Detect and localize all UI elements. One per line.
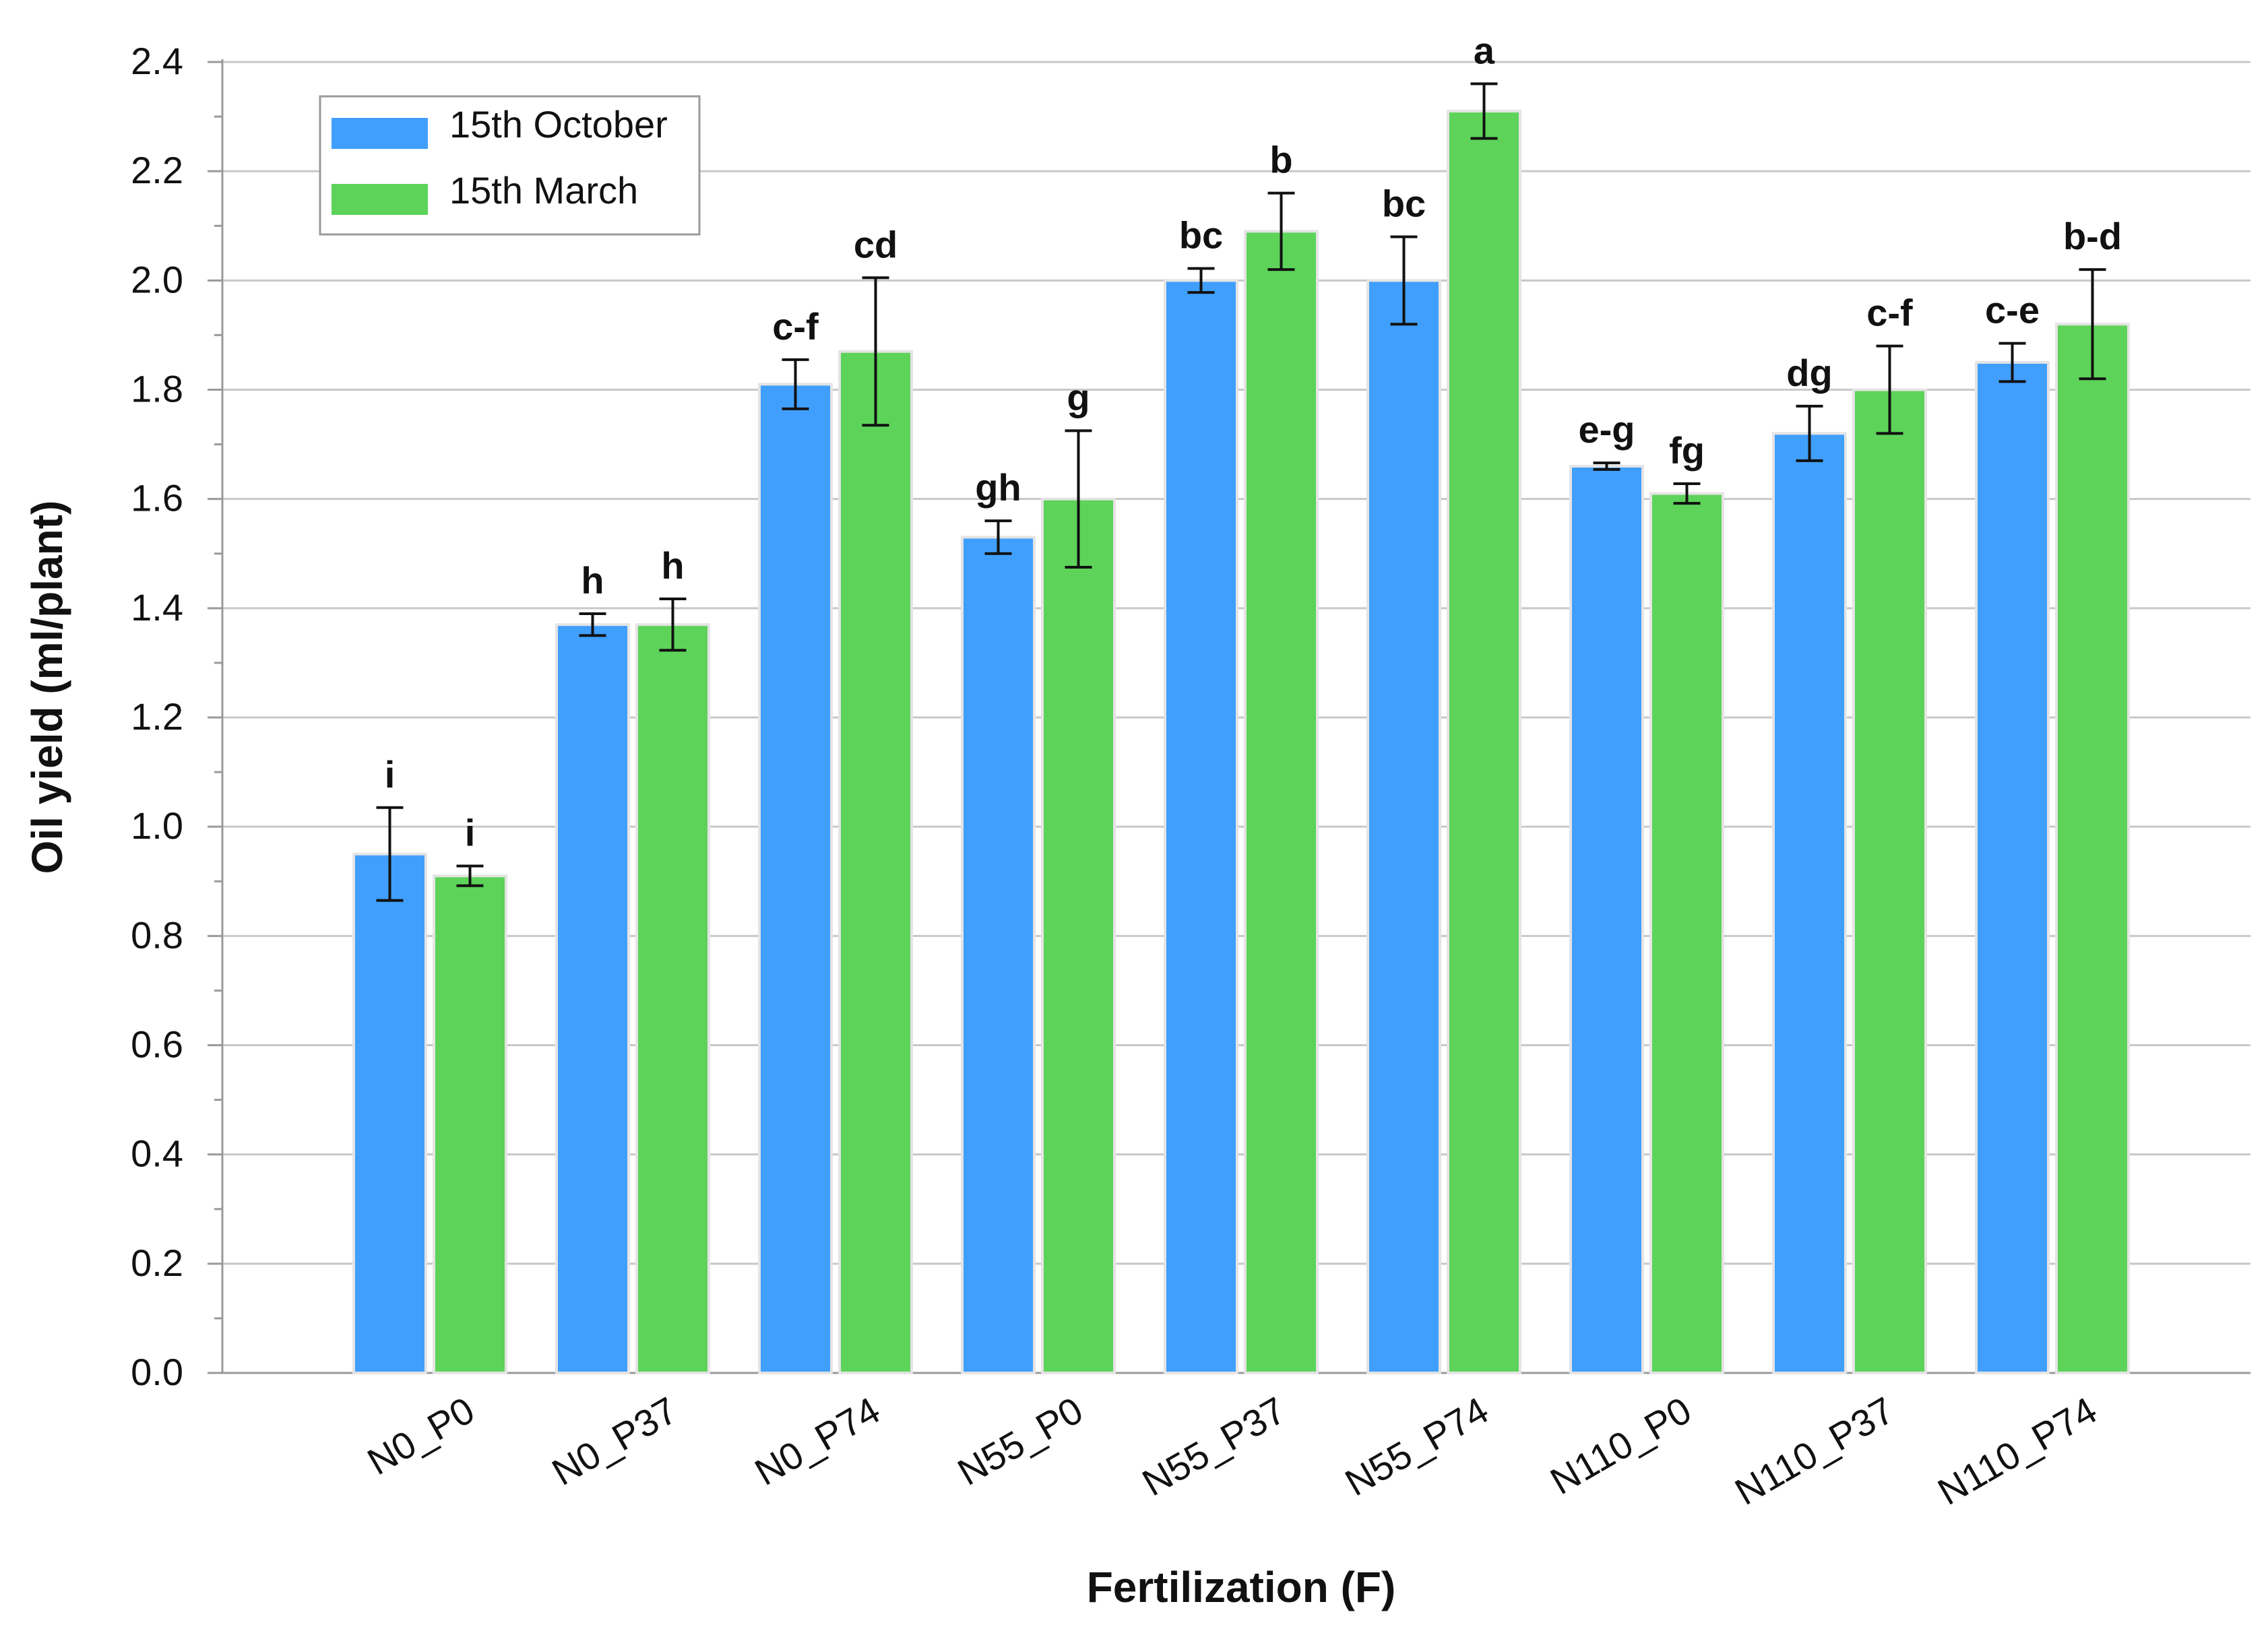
x-tick-label-N0_P0: N0_P0 <box>360 1388 482 1483</box>
x-axis-title: Fertilization (F) <box>1087 1563 1396 1611</box>
significance-letter: gh <box>975 466 1021 509</box>
bar-N0_P74-october <box>758 383 833 1374</box>
y-tick-label: 0.8 <box>131 913 183 956</box>
bar-N110_P74-october <box>1975 360 2050 1374</box>
significance-letter: c-e <box>1985 289 2040 331</box>
bar-N55_P0-october <box>961 536 1036 1374</box>
x-tick-label-N110_P37: N110_P37 <box>1728 1388 1901 1513</box>
bar-N110_P0-october <box>1569 465 1644 1374</box>
bar-N0_P74-march <box>838 350 913 1374</box>
y-tick-label: 2.0 <box>131 258 183 300</box>
significance-letter: i <box>465 812 476 854</box>
bar-N0_P37-october <box>555 623 630 1374</box>
bar-N55_P74-march <box>1447 109 1521 1375</box>
legend-label-march: 15th March <box>449 169 638 212</box>
y-tick-label: 1.2 <box>131 695 183 738</box>
y-tick-label: 2.2 <box>131 149 183 191</box>
bar-N55_P0-march <box>1041 497 1116 1375</box>
x-tick-label-N0_P37: N0_P37 <box>545 1388 685 1494</box>
significance-letter: i <box>385 753 396 796</box>
x-tick-label-N55_P0: N55_P0 <box>951 1388 1090 1494</box>
legend-label-october: 15th October <box>449 103 668 146</box>
significance-letter: b <box>1269 139 1292 181</box>
bar-N55_P74-october <box>1366 279 1441 1374</box>
y-tick-label: 0.0 <box>131 1351 183 1393</box>
bar-N55_P37-march <box>1244 230 1319 1375</box>
bar-N55_P37-october <box>1164 279 1238 1374</box>
x-tick-label-N0_P74: N0_P74 <box>748 1388 887 1494</box>
legend: 15th October 15th March <box>319 95 701 236</box>
significance-letter: fg <box>1669 429 1705 472</box>
bar-N110_P37-october <box>1772 432 1847 1374</box>
bars <box>352 109 2130 1375</box>
bar-N110_P37-march <box>1852 388 1927 1374</box>
legend-swatch-october <box>332 118 428 149</box>
y-tick-label: 2.4 <box>131 40 183 82</box>
significance-letter: g <box>1067 376 1090 418</box>
x-tick-label-N55_P37: N55_P37 <box>1135 1388 1293 1504</box>
significance-letter: cd <box>854 223 897 265</box>
y-tick-label: 1.6 <box>131 477 183 519</box>
x-tick-label-N55_P74: N55_P74 <box>1338 1388 1496 1504</box>
y-tick-label: 0.2 <box>131 1242 183 1284</box>
y-tick-label: 0.6 <box>131 1023 183 1066</box>
significance-letter: dg <box>1786 352 1832 394</box>
bar-N110_P74-march <box>2055 323 2130 1375</box>
significance-letter: b-d <box>2063 215 2122 257</box>
significance-letter: h <box>661 544 684 587</box>
significance-letter: bc <box>1382 182 1426 224</box>
y-tick-label: 0.4 <box>131 1132 183 1175</box>
significance-letter: c-f <box>1866 292 1913 334</box>
bar-N0_P0-march <box>433 874 507 1375</box>
x-tick-label-N110_P0: N110_P0 <box>1543 1388 1698 1502</box>
bar-N0_P0-october <box>352 852 427 1375</box>
y-tick-label: 1.4 <box>131 586 183 629</box>
x-tick-label-N110_P74: N110_P74 <box>1930 1388 2104 1513</box>
y-axis-title: Oil yield (ml/plant) <box>23 501 71 874</box>
y-tick-label: 1.8 <box>131 368 183 410</box>
error-bars <box>376 82 2106 902</box>
significance-letter: h <box>581 559 604 602</box>
significance-letter: c-f <box>772 305 819 348</box>
significance-letter: e-g <box>1579 408 1635 451</box>
bar-N0_P37-march <box>635 623 710 1374</box>
significance-letter: a <box>1474 29 1495 71</box>
y-tick-label: 1.0 <box>131 804 183 847</box>
bar-N110_P0-march <box>1649 492 1724 1374</box>
legend-swatch-march <box>332 184 428 215</box>
significance-letter: bc <box>1179 214 1223 256</box>
